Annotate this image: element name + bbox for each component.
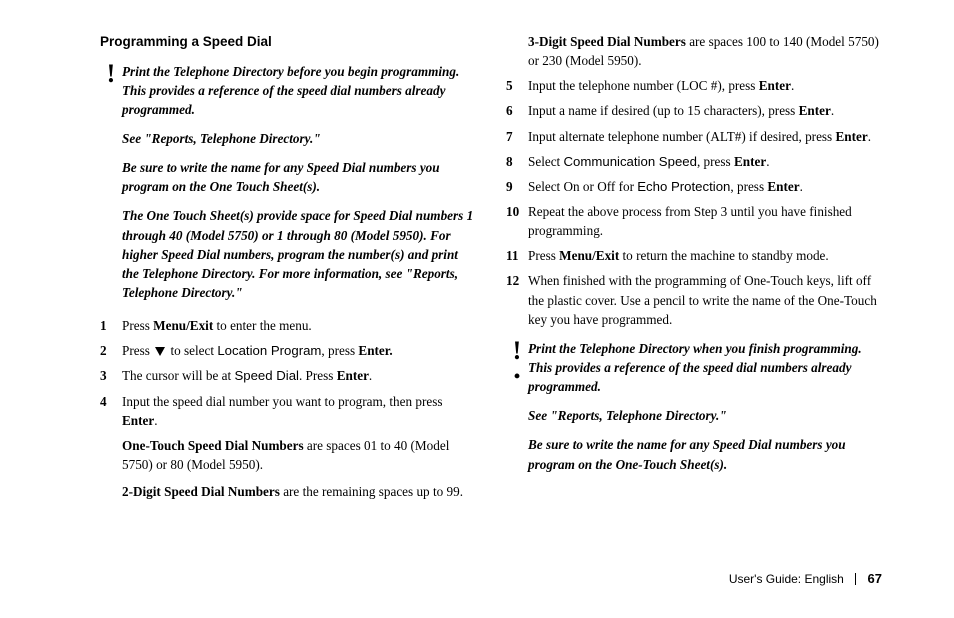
note-para: The One Touch Sheet(s) provide space for… [122, 206, 476, 302]
step-item: 6 Input a name if desired (up to 15 char… [506, 101, 882, 120]
step-body: Repeat the above process from Step 3 unt… [528, 202, 882, 240]
note-block-top: ! Print the Telephone Directory before y… [100, 62, 476, 303]
steps-right: 5 Input the telephone number (LOC #), pr… [506, 76, 882, 329]
left-column: Programming a Speed Dial ! Print the Tel… [100, 32, 476, 552]
step-item: 1 Press Menu/Exit to enter the menu. [100, 316, 476, 335]
step-body: Input alternate telephone number (ALT#) … [528, 127, 882, 146]
step-body: Press to select Location Program, press … [122, 341, 476, 360]
extra-para: 3-Digit Speed Dial Numbers are spaces 10… [528, 32, 882, 70]
step-item: 7 Input alternate telephone number (ALT#… [506, 127, 882, 146]
step-number: 4 [100, 392, 122, 430]
note-para: Be sure to write the name for any Speed … [122, 158, 476, 196]
note-body: Print the Telephone Directory when you f… [528, 339, 882, 474]
footer-text: User's Guide: English [729, 572, 844, 586]
step-item: 10 Repeat the above process from Step 3 … [506, 202, 882, 240]
step-item: 4 Input the speed dial number you want t… [100, 392, 476, 430]
step-number: 12 [506, 271, 528, 328]
extra-para: One-Touch Speed Dial Numbers are spaces … [122, 436, 476, 474]
step-number: 10 [506, 202, 528, 240]
step-number: 9 [506, 177, 528, 196]
step-number: 2 [100, 341, 122, 360]
step-number: 8 [506, 152, 528, 171]
note-body: Print the Telephone Directory before you… [122, 62, 476, 303]
step-item: 3 The cursor will be at Speed Dial. Pres… [100, 366, 476, 385]
step-body: The cursor will be at Speed Dial. Press … [122, 366, 476, 385]
note-para: See "Reports, Telephone Directory." [528, 406, 882, 425]
page-number: 67 [868, 571, 882, 586]
page-footer: User's Guide: English 67 [729, 571, 882, 586]
step-body: Input a name if desired (up to 15 charac… [528, 101, 882, 120]
section-title: Programming a Speed Dial [100, 32, 476, 52]
step-body: Select Communication Speed, press Enter. [528, 152, 882, 171]
note-block-bottom: ! • Print the Telephone Directory when y… [506, 339, 882, 474]
step-number: 6 [506, 101, 528, 120]
extra-para: 2-Digit Speed Dial Numbers are the remai… [122, 482, 476, 501]
down-triangle-icon [155, 347, 165, 356]
step-body: Input the speed dial number you want to … [122, 392, 476, 430]
note-para: Print the Telephone Directory before you… [122, 62, 476, 119]
step-item: 12 When finished with the programming of… [506, 271, 882, 328]
note-para: See "Reports, Telephone Directory." [122, 129, 476, 148]
steps-left: 1 Press Menu/Exit to enter the menu. 2 P… [100, 316, 476, 430]
step-item: 2 Press to select Location Program, pres… [100, 341, 476, 360]
step-item: 11 Press Menu/Exit to return the machine… [506, 246, 882, 265]
footer-separator [855, 573, 856, 585]
step-item: 8 Select Communication Speed, press Ente… [506, 152, 882, 171]
step-body: Input the telephone number (LOC #), pres… [528, 76, 882, 95]
step-body: Press Menu/Exit to enter the menu. [122, 316, 476, 335]
note-para: Print the Telephone Directory when you f… [528, 339, 882, 396]
exclamation-icon: ! [100, 62, 122, 303]
step-item: 5 Input the telephone number (LOC #), pr… [506, 76, 882, 95]
step-number: 3 [100, 366, 122, 385]
step-body: Select On or Off for Echo Protection, pr… [528, 177, 882, 196]
step-number: 5 [506, 76, 528, 95]
step-number: 11 [506, 246, 528, 265]
step-number: 1 [100, 316, 122, 335]
step-item: 9 Select On or Off for Echo Protection, … [506, 177, 882, 196]
step-number: 7 [506, 127, 528, 146]
step-body: When finished with the programming of On… [528, 271, 882, 328]
exclamation-dot-icon: ! • [506, 339, 528, 474]
step-body: Press Menu/Exit to return the machine to… [528, 246, 882, 265]
note-para: Be sure to write the name for any Speed … [528, 435, 882, 473]
right-column: 3-Digit Speed Dial Numbers are spaces 10… [506, 32, 882, 552]
